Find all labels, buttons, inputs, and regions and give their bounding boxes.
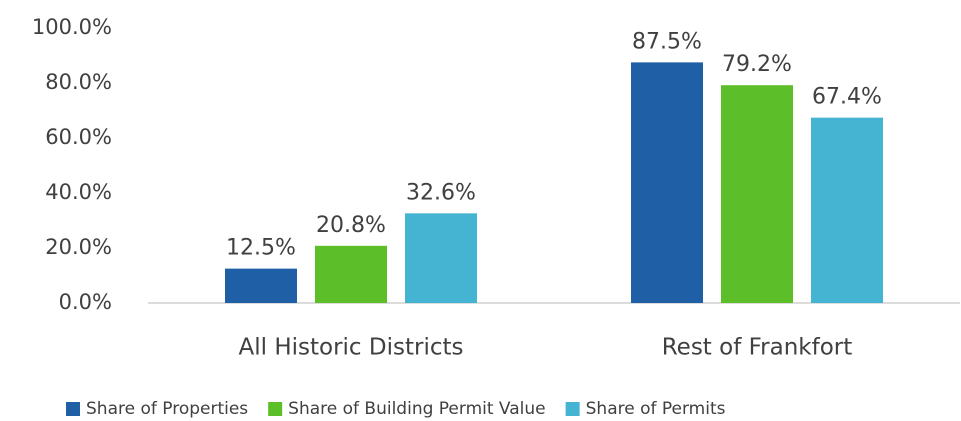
value-label: 20.8% <box>316 213 386 238</box>
legend-label: Share of Building Permit Value <box>288 399 545 419</box>
value-label: 67.4% <box>812 85 882 110</box>
legend-label: Share of Properties <box>86 399 248 419</box>
y-tick-label: 40.0% <box>45 180 112 204</box>
bar <box>631 62 703 303</box>
y-tick-label: 0.0% <box>59 290 112 314</box>
value-label: 12.5% <box>226 236 296 261</box>
y-tick-label: 100.0% <box>32 15 112 39</box>
value-label: 87.5% <box>632 29 702 54</box>
bar <box>811 117 883 304</box>
bar <box>405 213 477 303</box>
value-label: 79.2% <box>722 52 792 77</box>
value-label: 32.6% <box>406 180 476 205</box>
x-tick-label: All Historic Districts <box>239 335 464 361</box>
bar <box>721 85 793 303</box>
legend-label: Share of Permits <box>586 399 726 419</box>
legend-swatch <box>268 402 283 416</box>
y-tick-label: 80.0% <box>45 70 112 94</box>
legend-swatch <box>66 402 80 416</box>
y-tick-label: 60.0% <box>45 125 112 149</box>
x-tick-label: Rest of Frankfort <box>662 335 853 361</box>
y-tick-label: 20.0% <box>45 235 112 259</box>
legend-swatch <box>565 402 580 416</box>
bar <box>315 245 387 303</box>
bar <box>225 268 297 303</box>
